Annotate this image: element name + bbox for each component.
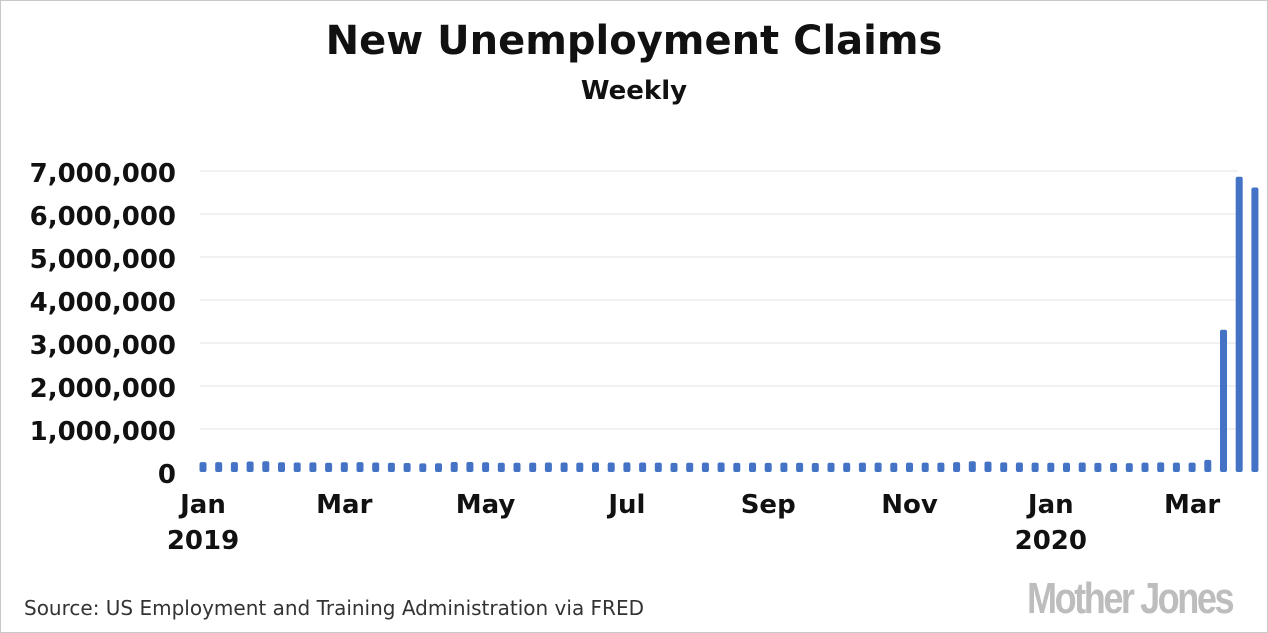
- bar: [1235, 176, 1243, 472]
- y-tick-label: 1,000,000: [30, 417, 176, 447]
- bar: [701, 462, 709, 472]
- y-tick-label: 7,000,000: [30, 159, 176, 189]
- bar: [544, 462, 552, 472]
- x-tick-label: Sep: [741, 490, 796, 520]
- x-tick-label: Nov: [881, 490, 938, 520]
- y-tick-label: 3,000,000: [30, 331, 176, 361]
- bar: [654, 462, 662, 472]
- bar: [372, 462, 380, 472]
- bar: [1188, 462, 1196, 472]
- bar: [1078, 462, 1086, 472]
- x-tick-label: May: [456, 490, 516, 520]
- bar: [356, 462, 364, 472]
- logo: Mother Jones: [1026, 574, 1234, 623]
- x-tick-label: Mar: [316, 490, 372, 520]
- bar: [890, 462, 898, 472]
- bar: [811, 462, 819, 472]
- bar: [1204, 459, 1212, 472]
- bar: [387, 462, 395, 472]
- bar: [953, 462, 961, 472]
- bar: [1000, 462, 1008, 472]
- bar: [796, 462, 804, 472]
- y-tick-label: 4,000,000: [30, 288, 176, 318]
- bar: [1063, 462, 1070, 472]
- bar: [827, 462, 835, 472]
- x-tick-year: 2020: [1015, 526, 1087, 556]
- bar: [1031, 462, 1039, 472]
- bar: [435, 463, 442, 472]
- bar: [199, 462, 207, 472]
- bar: [780, 462, 788, 472]
- bar: [592, 462, 599, 472]
- bar: [403, 463, 411, 472]
- y-tick-label: 0: [158, 460, 176, 490]
- bar: [450, 462, 458, 472]
- chart-subtitle: Weekly: [580, 76, 688, 106]
- x-tick-label: Jul: [606, 490, 645, 520]
- bar: [607, 462, 615, 472]
- source-note: Source: US Employment and Training Admin…: [24, 596, 644, 620]
- bar: [984, 461, 992, 472]
- bar: [482, 462, 490, 472]
- bar: [1047, 462, 1055, 472]
- bar: [1157, 462, 1165, 472]
- x-tick-label: Jan: [1026, 490, 1074, 520]
- bar: [906, 462, 913, 472]
- bar: [1251, 187, 1259, 472]
- x-axis: Jan 2019 Mar May Jul Sep Nov Jan 2020 Mar: [167, 490, 1221, 556]
- x-tick-label: Mar: [1164, 490, 1220, 520]
- bar: [937, 462, 945, 472]
- y-axis: 0 1,000,000 2,000,000 3,000,000 4,000,000 5,0…: [30, 159, 176, 490]
- x-tick-label: Jan: [178, 490, 226, 520]
- bar: [309, 462, 317, 472]
- bar: [764, 462, 772, 472]
- bar: [686, 462, 694, 472]
- bar: [1110, 462, 1118, 472]
- bar: [1141, 462, 1149, 472]
- bar: [278, 462, 285, 472]
- bar: [749, 462, 756, 472]
- bar: [1094, 462, 1102, 472]
- bar: [576, 462, 584, 472]
- bar: [340, 462, 348, 472]
- y-tick-label: 6,000,000: [30, 202, 176, 232]
- bar: [1015, 462, 1023, 472]
- bar: [230, 462, 238, 472]
- bar: [529, 462, 537, 472]
- y-tick-label: 5,000,000: [30, 245, 176, 275]
- bar: [215, 462, 223, 472]
- bar: [623, 462, 631, 472]
- bar: [717, 462, 725, 472]
- bar: [466, 461, 474, 472]
- bar: [419, 463, 427, 472]
- bars: [199, 176, 1259, 472]
- bar: [262, 461, 270, 472]
- bar: [293, 462, 301, 472]
- bar: [733, 462, 741, 472]
- bar: [246, 461, 254, 472]
- bar: [560, 462, 568, 472]
- bar: [670, 462, 678, 472]
- bar: [1220, 329, 1227, 472]
- bar: [639, 462, 647, 472]
- bar: [497, 462, 505, 472]
- bar: [513, 462, 521, 472]
- x-tick-year: 2019: [167, 526, 239, 556]
- bar: [921, 462, 929, 472]
- y-tick-label: 2,000,000: [30, 374, 176, 404]
- bar: [325, 462, 333, 472]
- bar: [968, 461, 976, 472]
- bar: [1172, 462, 1180, 472]
- chart-title: New Unemployment Claims: [325, 18, 943, 64]
- bar: [874, 462, 882, 472]
- bar: [858, 462, 866, 472]
- bar: [1125, 463, 1133, 472]
- bar: [843, 462, 851, 472]
- gridlines: [200, 170, 1238, 430]
